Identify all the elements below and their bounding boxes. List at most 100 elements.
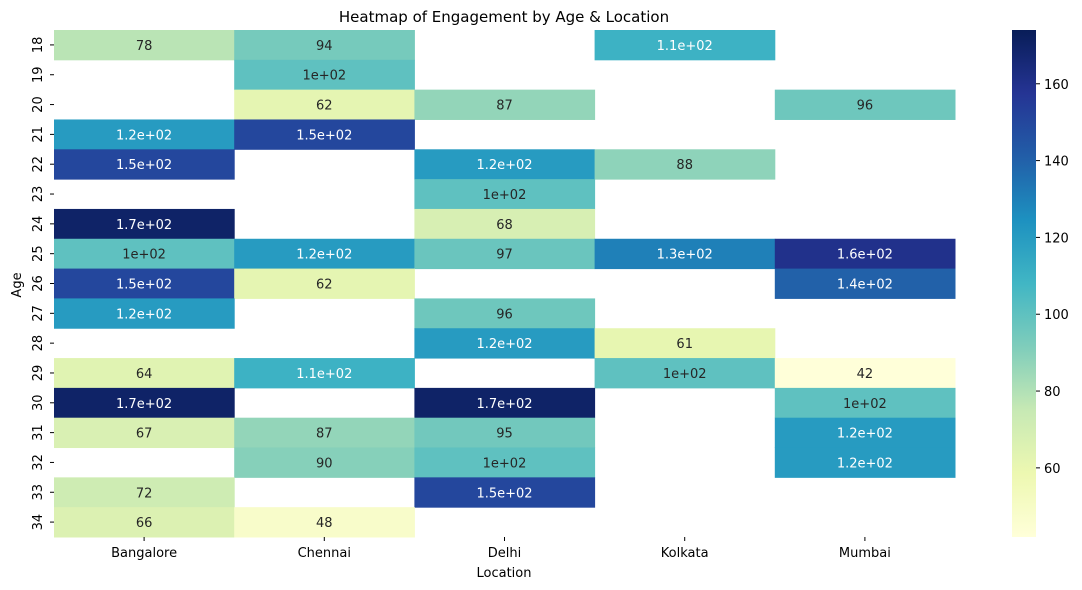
heatmap-cell xyxy=(234,59,415,91)
cell-label: 1.2e+02 xyxy=(116,307,172,322)
heatmap-cell xyxy=(54,387,235,419)
colorbar-tick-label: 80 xyxy=(1044,385,1061,400)
cell-label: 42 xyxy=(857,367,874,382)
y-tick-label: 33 xyxy=(31,484,46,501)
x-tick-label: Bangalore xyxy=(111,546,177,561)
heatmap-cell xyxy=(54,417,235,449)
cell-label: 1e+02 xyxy=(302,69,346,84)
heatmap-cell xyxy=(594,328,776,359)
cell-label: 1.2e+02 xyxy=(837,456,893,471)
x-tick-label: Mumbai xyxy=(839,546,891,561)
cell-label: 78 xyxy=(136,39,153,54)
heatmap-cell xyxy=(54,238,235,270)
cell-label: 1.1e+02 xyxy=(657,39,713,54)
colorbar-tick-label: 120 xyxy=(1044,231,1069,246)
heatmap-cell xyxy=(234,119,415,150)
cell-label: 96 xyxy=(496,307,513,322)
cell-label: 1.7e+02 xyxy=(116,218,172,233)
heatmap-cell xyxy=(414,179,596,210)
cell-label: 1.7e+02 xyxy=(116,397,172,412)
y-tick-label: 26 xyxy=(31,275,46,292)
x-axis-label: Location xyxy=(477,566,532,581)
heatmap-cell xyxy=(234,89,415,120)
heatmap-cell xyxy=(54,298,235,329)
heatmap-cell xyxy=(54,149,235,180)
heatmap-cell xyxy=(54,507,235,538)
heatmap-cell xyxy=(234,447,415,478)
y-tick-label: 27 xyxy=(31,305,46,322)
cell-label: 68 xyxy=(496,218,513,233)
cell-label: 1e+02 xyxy=(843,397,887,412)
heatmap-cell xyxy=(234,358,415,389)
y-tick-label: 25 xyxy=(31,245,46,262)
cell-label: 87 xyxy=(496,99,513,114)
cell-label: 88 xyxy=(676,158,693,173)
x-tick-label: Kolkata xyxy=(661,546,709,561)
heatmap-cell xyxy=(54,477,235,508)
y-tick-label: 20 xyxy=(31,96,46,113)
cell-label: 1.3e+02 xyxy=(657,248,713,263)
cell-label: 1.5e+02 xyxy=(296,128,352,143)
y-tick-label: 18 xyxy=(31,37,46,54)
cell-label: 1.2e+02 xyxy=(837,427,893,442)
cell-label: 87 xyxy=(316,427,333,442)
x-tick-label: Delhi xyxy=(488,546,521,561)
y-tick-label: 19 xyxy=(31,66,46,83)
cell-label: 1.2e+02 xyxy=(296,248,352,263)
colorbar-gradient xyxy=(1012,30,1036,537)
y-tick-label: 34 xyxy=(31,514,46,531)
heatmap-cell xyxy=(594,149,776,180)
cell-label: 1e+02 xyxy=(122,248,166,263)
heatmap-cell xyxy=(54,268,235,299)
heatmap-cell xyxy=(414,387,596,419)
y-tick-label: 29 xyxy=(31,365,46,382)
heatmap-cell xyxy=(54,208,235,240)
heatmap-cell xyxy=(774,417,956,449)
cell-label: 66 xyxy=(136,516,153,531)
y-tick-label: 21 xyxy=(31,126,46,143)
heatmap-cell xyxy=(774,268,956,299)
cell-label: 1.6e+02 xyxy=(837,248,893,263)
cell-label: 1e+02 xyxy=(483,456,527,471)
y-tick-label: 24 xyxy=(31,216,46,233)
y-tick-label: 22 xyxy=(31,156,46,173)
cell-label: 94 xyxy=(316,39,333,54)
colorbar-tick-label: 100 xyxy=(1044,308,1069,323)
y-tick-label: 28 xyxy=(31,335,46,352)
heatmap-cell xyxy=(414,328,596,359)
heatmap-cells: 78 94 1.1e+02 1e+02 62 87 96 1.2e+02 1.5e+02 1.5e… xyxy=(54,30,956,538)
heatmap-cell xyxy=(594,358,776,389)
heatmap-cell xyxy=(54,30,235,61)
y-axis-label: Age xyxy=(10,272,25,297)
heatmap-cell xyxy=(414,298,596,329)
heatmap-cell xyxy=(774,387,956,419)
heatmap-cell xyxy=(414,238,596,270)
cell-label: 1.5e+02 xyxy=(116,158,172,173)
colorbar-tick-label: 160 xyxy=(1044,78,1069,93)
heatmap-cell xyxy=(234,238,415,270)
cell-label: 64 xyxy=(136,367,153,382)
cell-label: 95 xyxy=(496,427,513,442)
cell-label: 96 xyxy=(857,99,874,114)
y-tick-label: 23 xyxy=(31,186,46,203)
cell-label: 90 xyxy=(316,456,333,471)
heatmap-cell xyxy=(234,268,415,299)
heatmap-cell xyxy=(414,89,596,120)
cell-label: 48 xyxy=(316,516,333,531)
x-axis: Bangalore Chennai Delhi Kolkata Mumbai xyxy=(111,537,891,561)
y-axis: 18 19 20 21 22 23 24 25 26 27 28 29 30 31 32 33 34 xyxy=(31,37,54,531)
heatmap-cell xyxy=(414,208,596,240)
heatmap-cell xyxy=(414,477,596,508)
heatmap-cell xyxy=(414,447,596,478)
cell-label: 1.7e+02 xyxy=(476,397,532,412)
heatmap-cell xyxy=(774,89,956,120)
heatmap-cell xyxy=(594,30,776,61)
cell-label: 1.2e+02 xyxy=(476,337,532,352)
y-tick-label: 30 xyxy=(31,395,46,412)
cell-label: 97 xyxy=(496,248,513,263)
colorbar-tick-label: 60 xyxy=(1044,462,1061,477)
heatmap-cell xyxy=(54,358,235,389)
y-tick-label: 32 xyxy=(31,454,46,471)
cell-label: 61 xyxy=(676,337,693,352)
